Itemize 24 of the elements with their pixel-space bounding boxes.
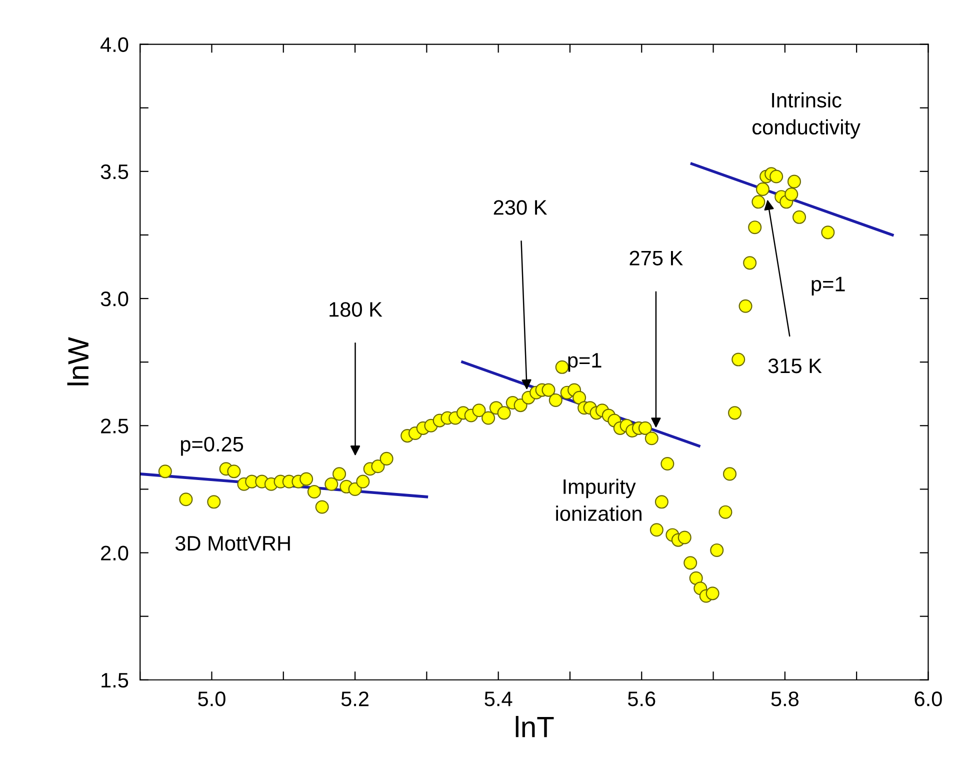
y-tick-label: 2.0 — [101, 546, 128, 561]
annotation: 230 K — [494, 200, 548, 215]
x-tick-label: 5.4 — [484, 692, 512, 706]
annotation: p=0.25 — [181, 436, 244, 456]
y-tick-label: 3.5 — [100, 164, 128, 180]
x-tick-label: 5.6 — [628, 692, 656, 706]
x-tick-label: 5.2 — [341, 692, 368, 706]
x-tick-label: 5.0 — [198, 692, 226, 706]
y-tick-label: 2.5 — [101, 418, 128, 434]
annotation: 180 K — [330, 302, 382, 317]
annotation: Impurity ionization — [556, 478, 642, 521]
annotation: 275 K — [630, 250, 683, 266]
annotation: p=1 — [812, 276, 845, 296]
x-tick-label: 6.0 — [914, 692, 942, 706]
annotation: 315 K — [768, 358, 822, 374]
annotation: p=1 — [568, 353, 602, 372]
y-tick-label: 1.5 — [102, 673, 128, 688]
y-tick-label: 4.0 — [100, 37, 128, 52]
x-tick-label: 5.8 — [771, 692, 798, 706]
y-axis-title: lnW — [67, 337, 88, 386]
annotation: Intrinsic conductivity — [752, 92, 860, 139]
y-tick-label: 3.0 — [100, 292, 128, 306]
x-axis-title: lnT — [516, 716, 554, 738]
annotation: 3D MottVRH — [175, 536, 290, 551]
